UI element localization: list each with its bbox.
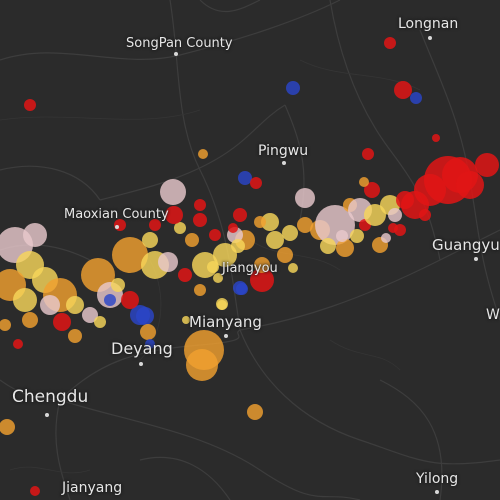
- place-label-pingwu: Pingwu: [258, 143, 309, 159]
- event-marker-strong[interactable]: [250, 268, 274, 292]
- event-marker-strong[interactable]: [178, 268, 192, 282]
- place-label-edge-w: W: [486, 307, 500, 323]
- city-dot-yilong: [435, 490, 439, 494]
- event-marker-deep[interactable]: [410, 92, 422, 104]
- city-dot-maoxian: [115, 225, 119, 229]
- place-label-guangyuan: Guangyu: [432, 236, 500, 254]
- event-marker-medium[interactable]: [254, 257, 270, 273]
- event-marker-light[interactable]: [217, 300, 227, 310]
- event-marker-deep[interactable]: [233, 281, 247, 295]
- place-label-jianyang: Jianyang: [62, 480, 123, 496]
- event-marker-strong[interactable]: [475, 153, 499, 177]
- event-marker-deep[interactable]: [145, 339, 155, 349]
- event-marker-strong[interactable]: [362, 148, 374, 160]
- city-dot-deyang: [139, 362, 143, 366]
- event-marker-light[interactable]: [94, 316, 106, 328]
- event-marker-medium[interactable]: [297, 217, 313, 233]
- event-marker-light[interactable]: [261, 213, 279, 231]
- city-dot-songpan: [174, 52, 178, 56]
- event-marker-medium[interactable]: [194, 284, 206, 296]
- city-dot-mianyang: [224, 334, 228, 338]
- place-label-chengdu: Chengdu: [12, 387, 89, 407]
- city-dot-guangyuan: [474, 257, 478, 261]
- event-marker-medium[interactable]: [185, 233, 199, 247]
- event-marker-strong[interactable]: [193, 213, 207, 227]
- event-marker-strong[interactable]: [233, 208, 247, 222]
- event-marker-strong[interactable]: [388, 223, 398, 233]
- event-marker-strong[interactable]: [419, 209, 431, 221]
- event-marker-medium[interactable]: [0, 419, 15, 435]
- event-marker-light[interactable]: [207, 261, 219, 273]
- event-marker-pale[interactable]: [82, 307, 98, 323]
- event-marker-strong[interactable]: [456, 171, 484, 199]
- event-marker-light[interactable]: [364, 204, 386, 226]
- event-marker-medium[interactable]: [247, 404, 263, 420]
- event-marker-strong[interactable]: [250, 177, 262, 189]
- place-label-longnan: Longnan: [398, 16, 459, 32]
- place-label-yilong: Yilong: [416, 471, 459, 487]
- event-marker-strong[interactable]: [24, 99, 36, 111]
- event-marker-medium[interactable]: [140, 324, 156, 340]
- event-marker-light[interactable]: [66, 296, 84, 314]
- event-marker-medium[interactable]: [68, 329, 82, 343]
- event-marker-strong[interactable]: [364, 182, 380, 198]
- event-marker-light[interactable]: [13, 288, 37, 312]
- event-marker-pale[interactable]: [23, 223, 47, 247]
- event-marker-strong[interactable]: [149, 219, 161, 231]
- event-marker-light[interactable]: [174, 222, 186, 234]
- city-dot-pingwu: [282, 161, 286, 165]
- event-marker-pale[interactable]: [336, 230, 348, 242]
- event-marker-medium[interactable]: [359, 177, 369, 187]
- event-marker-medium[interactable]: [254, 216, 266, 228]
- event-marker-deep[interactable]: [136, 307, 154, 325]
- event-marker-light[interactable]: [231, 239, 245, 253]
- event-marker-light[interactable]: [282, 225, 298, 241]
- event-marker-medium[interactable]: [22, 312, 38, 328]
- event-marker-deep[interactable]: [286, 81, 300, 95]
- city-dot-longnan: [428, 36, 432, 40]
- event-marker-strong[interactable]: [165, 206, 183, 224]
- event-marker-strong[interactable]: [53, 313, 71, 331]
- event-marker-light[interactable]: [213, 273, 223, 283]
- city-dot-chengdu: [45, 413, 49, 417]
- event-marker-strong[interactable]: [194, 199, 206, 211]
- event-marker-strong[interactable]: [384, 37, 396, 49]
- place-label-jiangyou: Jiangyou: [222, 261, 278, 276]
- event-marker-strong[interactable]: [121, 291, 139, 309]
- event-marker-deep[interactable]: [104, 294, 116, 306]
- place-label-songpan: SongPan County: [126, 36, 233, 51]
- event-marker-medium[interactable]: [336, 239, 354, 257]
- event-marker-strong[interactable]: [30, 486, 40, 496]
- event-marker-pale[interactable]: [295, 188, 315, 208]
- event-marker-pale[interactable]: [40, 295, 60, 315]
- event-marker-light[interactable]: [320, 238, 336, 254]
- event-marker-light[interactable]: [213, 243, 237, 267]
- event-marker-light[interactable]: [266, 231, 284, 249]
- event-marker-medium[interactable]: [0, 319, 11, 331]
- event-marker-strong[interactable]: [209, 229, 221, 241]
- event-marker-light[interactable]: [111, 278, 125, 292]
- event-marker-light[interactable]: [350, 229, 364, 243]
- event-marker-strong[interactable]: [432, 134, 440, 142]
- event-marker-light[interactable]: [288, 263, 298, 273]
- event-marker-strong[interactable]: [394, 81, 412, 99]
- event-marker-deep[interactable]: [238, 171, 252, 185]
- place-label-mianyang: Mianyang: [189, 313, 262, 331]
- event-marker-pale[interactable]: [381, 233, 391, 243]
- event-marker-strong[interactable]: [13, 339, 23, 349]
- event-marker-light[interactable]: [142, 232, 158, 248]
- event-marker-medium[interactable]: [112, 237, 148, 273]
- event-marker-light[interactable]: [182, 316, 190, 324]
- event-marker-medium[interactable]: [186, 349, 218, 381]
- event-marker-medium[interactable]: [277, 247, 293, 263]
- event-marker-strong[interactable]: [228, 223, 238, 233]
- place-label-deyang: Deyang: [111, 339, 173, 358]
- event-marker-medium[interactable]: [198, 149, 208, 159]
- event-marker-pale[interactable]: [158, 252, 178, 272]
- event-marker-pale[interactable]: [160, 179, 186, 205]
- place-label-maoxian: Maoxian County: [64, 207, 169, 222]
- event-marker-pale[interactable]: [388, 208, 402, 222]
